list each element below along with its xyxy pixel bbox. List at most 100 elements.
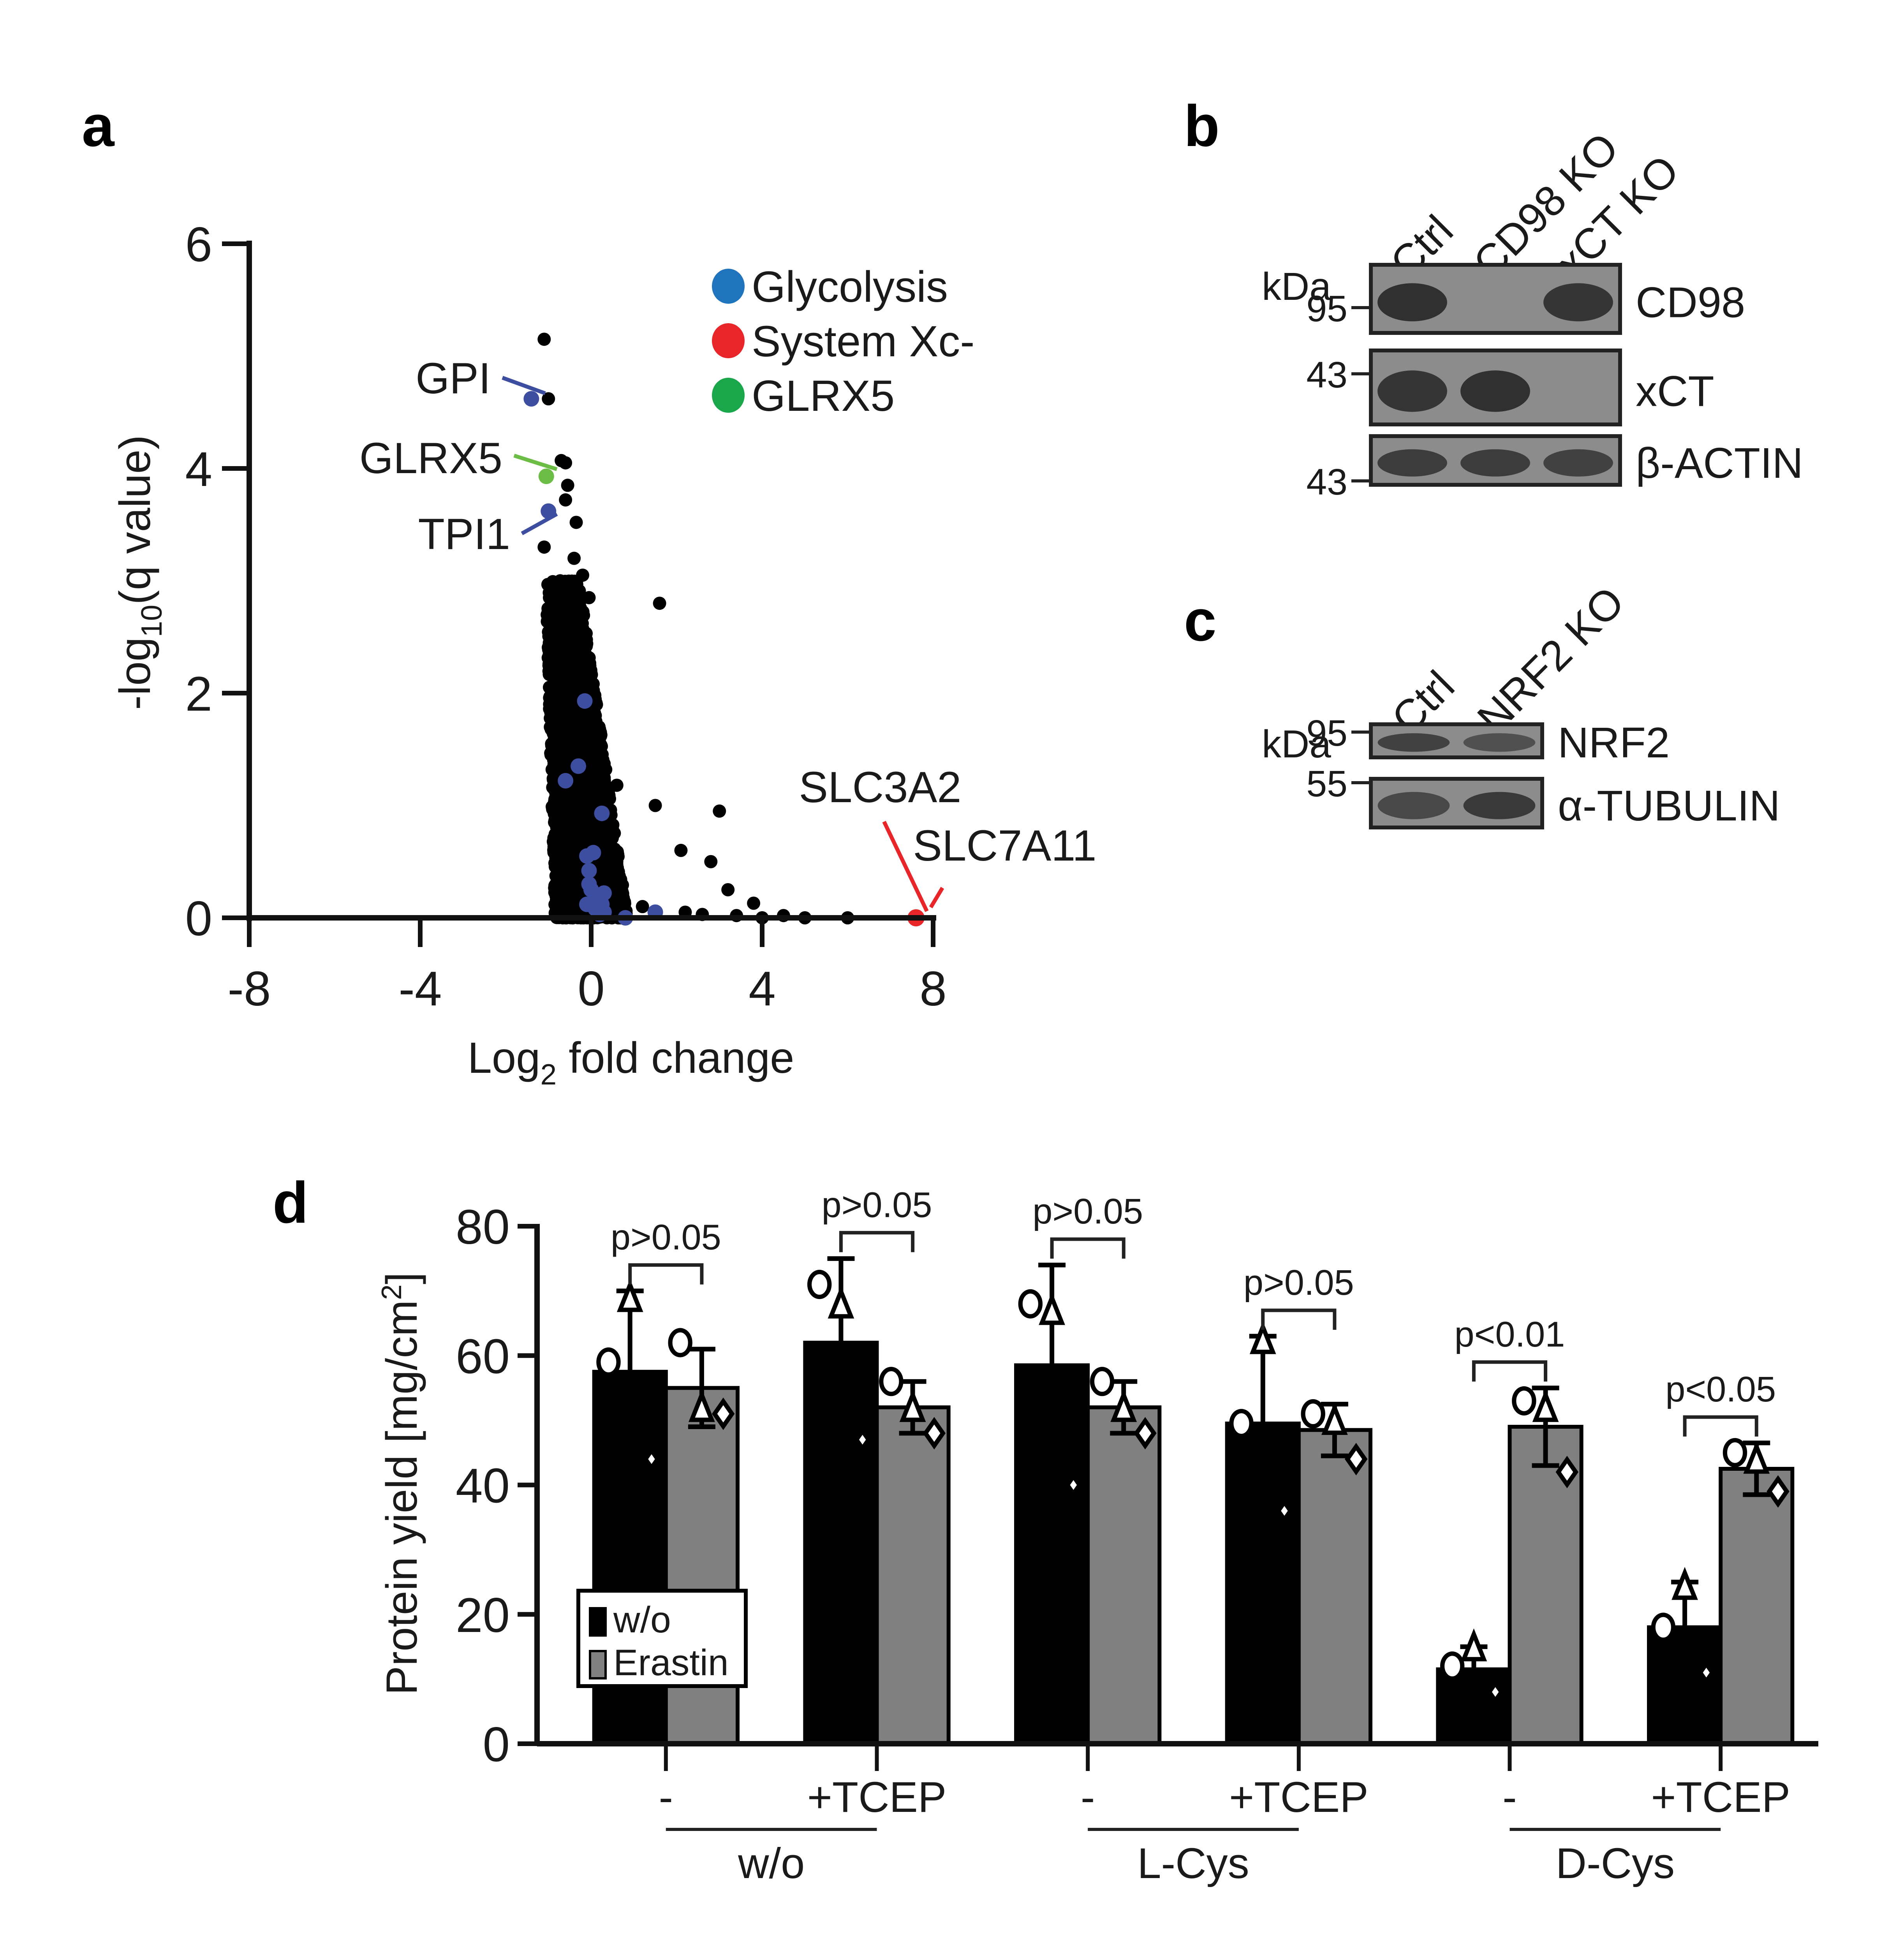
blot-band — [1463, 792, 1536, 819]
panel-label-a: a — [82, 93, 115, 158]
data-point-diamond — [1067, 1476, 1080, 1494]
data-point — [599, 874, 613, 888]
data-point — [594, 859, 608, 873]
annotation-glrx5: GLRX5 — [359, 434, 502, 482]
bar-wo — [1647, 1625, 1723, 1746]
data-point — [589, 829, 603, 843]
data-point — [537, 540, 551, 554]
significance-label: p>0.05 — [1244, 1263, 1354, 1303]
bar-wo — [1225, 1421, 1301, 1746]
x-axis-label-tail: fold change — [557, 1033, 794, 1082]
data-point — [551, 862, 565, 875]
significance-bracket — [1683, 1415, 1758, 1437]
data-point — [553, 614, 567, 628]
data-point-circle — [596, 1347, 621, 1377]
blot-band — [1377, 283, 1447, 322]
data-point — [560, 846, 574, 860]
data-point-triangle — [1532, 1389, 1559, 1422]
legend-label: Glycolysis — [752, 262, 948, 311]
kda-marker-label: 95 — [1306, 713, 1347, 754]
data-point — [559, 456, 572, 470]
data-point — [653, 597, 666, 610]
bar-wo — [1014, 1363, 1090, 1746]
data-point — [550, 674, 564, 688]
annotation-tpi1: TPI1 — [418, 510, 510, 558]
legend-label: System Xc- — [752, 317, 975, 366]
y-tick-label: 0 — [483, 1718, 510, 1772]
x-tick-label: +TCEP — [807, 1773, 947, 1821]
y-tick-label: 80 — [456, 1200, 510, 1254]
y-tick-label: 6 — [185, 218, 212, 272]
bar-wo — [1436, 1667, 1512, 1746]
data-point-diamond — [923, 1417, 946, 1450]
protein-yield-bar-chart: p>0.05 - p>0.05 +TCEP p>0.05 - p>0.05 +TCEP p<0.… — [376, 1185, 1818, 1887]
data-point-triangle — [1672, 1567, 1698, 1600]
legend-label: Erastin — [613, 1642, 729, 1683]
x-tick-label: -4 — [398, 962, 442, 1016]
data-point — [579, 648, 592, 661]
group-label: D-Cys — [1556, 1840, 1675, 1887]
data-point-triangle — [899, 1389, 926, 1422]
data-point-circle — [668, 1328, 692, 1357]
data-point — [553, 836, 566, 850]
legend-swatch — [589, 1607, 607, 1637]
data-point-triangle — [1321, 1402, 1348, 1435]
data-point — [572, 812, 586, 826]
data-point — [565, 710, 578, 724]
data-point-diamond — [1767, 1475, 1790, 1508]
data-point — [555, 887, 569, 901]
data-point — [548, 754, 561, 768]
annotation-gpi: GPI — [416, 354, 491, 403]
blot-band — [1377, 792, 1450, 819]
group-label: w/o — [738, 1840, 805, 1887]
data-point — [551, 801, 565, 815]
x-axis-label-main: Log — [468, 1033, 541, 1082]
data-point-glycolysis — [571, 758, 587, 774]
legend-swatch — [589, 1650, 607, 1679]
blot-target-label: β-ACTIN — [1636, 439, 1803, 487]
data-point-triangle — [1249, 1321, 1276, 1354]
data-point — [559, 493, 572, 507]
data-point-glycolysis — [577, 693, 593, 709]
data-point — [721, 883, 735, 896]
data-point — [704, 855, 718, 868]
annotation-leader-gpi — [502, 376, 546, 395]
data-point — [550, 731, 563, 744]
data-point — [584, 739, 598, 753]
data-point — [567, 551, 581, 565]
data-point-circle — [1512, 1386, 1536, 1416]
data-point — [713, 804, 726, 818]
kda-marker-label: 43 — [1306, 354, 1347, 396]
y-axis-label-main: -log — [111, 637, 159, 710]
data-point-triangle — [616, 1279, 643, 1312]
x-axis-label-subscript: 2 — [540, 1058, 557, 1091]
significance-bracket — [628, 1263, 704, 1285]
data-point-glycolysis — [523, 391, 539, 407]
panel-label-c: c — [1184, 588, 1216, 653]
data-point — [574, 791, 588, 805]
data-point — [542, 392, 555, 406]
data-point — [558, 662, 572, 676]
y-axis-label-tail: ] — [377, 1272, 426, 1284]
data-point-diamond — [856, 1430, 869, 1449]
data-point-triangle — [828, 1285, 854, 1319]
data-point-glrx5 — [538, 468, 554, 484]
annotation-slc7a11: SLC7A11 — [913, 821, 1096, 870]
x-tick-label: 0 — [578, 962, 605, 1016]
y-axis-label-superscript: 2 — [376, 1284, 407, 1300]
data-point — [569, 722, 583, 736]
data-point — [555, 700, 568, 714]
y-tick-label: 40 — [456, 1459, 510, 1513]
data-point — [606, 831, 619, 845]
data-point-circle — [1440, 1651, 1465, 1681]
data-point-diamond — [645, 1450, 658, 1468]
lane-label: NRF2 KO — [1468, 577, 1633, 743]
data-point — [586, 716, 599, 729]
data-point-circle — [879, 1367, 904, 1396]
data-point — [747, 896, 761, 910]
blot-band — [1543, 449, 1613, 477]
data-point — [609, 886, 623, 900]
annotation-leader-glrx5 — [513, 454, 558, 471]
